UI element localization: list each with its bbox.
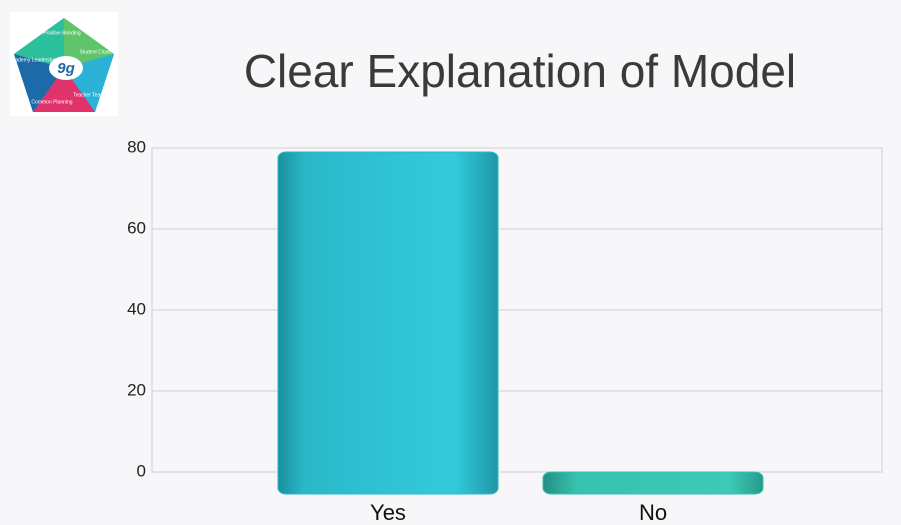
y-tick-label: 40 <box>127 299 146 318</box>
bar <box>542 471 764 495</box>
y-tick-label: 20 <box>127 380 146 399</box>
bar <box>277 151 499 495</box>
y-tick-label: 0 <box>137 461 146 480</box>
logo-center <box>49 56 83 80</box>
y-tick-label: 60 <box>127 218 146 237</box>
chart-title: Clear Explanation of Model <box>244 45 796 97</box>
logo-part <box>14 18 64 68</box>
logo-label: Student Clusters <box>80 49 117 55</box>
y-tick-label: 80 <box>127 137 146 156</box>
logo-mark: 9g <box>57 60 75 77</box>
x-tick-label: No <box>639 500 667 525</box>
x-tick-label: Yes <box>370 500 406 525</box>
logo-part <box>33 68 95 112</box>
logo-label: Teacher Teams <box>73 92 107 98</box>
logo-part <box>64 18 114 68</box>
logo-label: Academy Leadership <box>10 57 57 63</box>
logo-label: Positive Bonding <box>43 30 80 36</box>
logo: 9g Positive Bonding Student Clusters Tea… <box>10 12 118 116</box>
logo-label: Common Planning <box>31 99 72 105</box>
